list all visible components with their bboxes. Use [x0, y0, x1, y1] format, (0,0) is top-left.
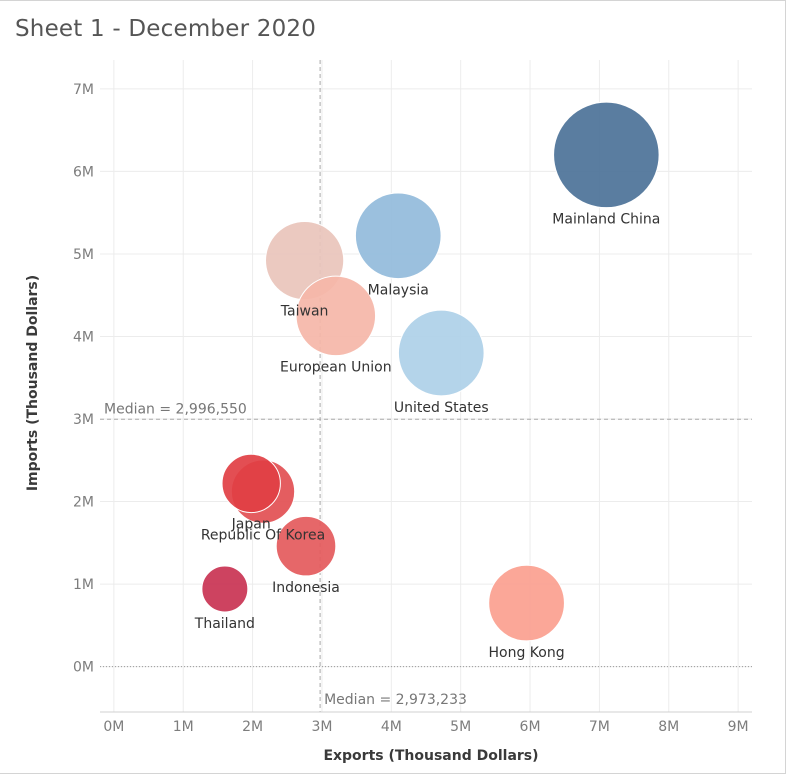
x-tick-label: 0M: [103, 719, 124, 735]
bubbles: [201, 101, 660, 642]
bubble-label-hong-kong: Hong Kong: [489, 645, 565, 661]
x-tick-label: 4M: [381, 719, 402, 735]
x-axis-title: Exports (Thousand Dollars): [323, 748, 538, 764]
bubble-european-union[interactable]: [295, 275, 377, 357]
x-tick-label: 9M: [728, 719, 749, 735]
bubble-label-european-union: European Union: [280, 360, 392, 376]
x-tick-label: 7M: [589, 719, 610, 735]
bubble-label-united-states: United States: [394, 400, 489, 416]
bubble-mainland-china[interactable]: [553, 101, 660, 209]
bubble-malaysia[interactable]: [354, 192, 442, 280]
y-tick-label: 7M: [73, 82, 94, 98]
bubble-united-states[interactable]: [397, 309, 485, 397]
x-tick-label: 2M: [242, 719, 263, 735]
y-tick-label: 4M: [73, 329, 94, 345]
x-tick-label: 8M: [658, 719, 679, 735]
bubble-japan[interactable]: [221, 453, 281, 514]
bubble-indonesia[interactable]: [275, 515, 337, 577]
x-axis-ticks: 0M 1M 2M 3M 4M 5M 6M 7M 8M 9M: [103, 719, 748, 735]
y-median-label: Median = 2,996,550: [104, 401, 247, 417]
x-tick-label: 6M: [520, 719, 541, 735]
y-tick-label: 3M: [73, 412, 94, 428]
bubble-labels: Taiwan European Union Malaysia United State…: [194, 212, 661, 661]
x-tick-label: 5M: [450, 719, 471, 735]
bubble-hong-kong[interactable]: [488, 564, 565, 642]
bubble-label-thailand: Thailand: [194, 616, 255, 632]
y-tick-label: 2M: [73, 495, 94, 511]
y-tick-label: 1M: [73, 577, 94, 593]
bubble-label-japan: Japan: [231, 517, 271, 533]
y-axis-ticks: 0M 1M 2M 3M 4M 5M 6M 7M: [73, 82, 94, 676]
x-median-label: Median = 2,973,233: [324, 692, 467, 708]
reference-lines: Median = 2,996,550 Median = 2,973,233: [100, 60, 752, 712]
bubble-label-mainland-china: Mainland China: [552, 212, 660, 228]
y-tick-label: 0M: [73, 660, 94, 676]
x-tick-label: 3M: [311, 719, 332, 735]
bubble-label-republic-of-korea: Republic Of Korea: [201, 527, 325, 543]
y-axis-title: Imports (Thousand Dollars): [25, 275, 41, 491]
bubble-label-indonesia: Indonesia: [272, 580, 340, 596]
bubble-thailand[interactable]: [201, 565, 249, 613]
bubble-label-malaysia: Malaysia: [368, 283, 429, 299]
chart-title: Sheet 1 - December 2020: [15, 16, 317, 42]
bubble-label-taiwan: Taiwan: [280, 304, 329, 320]
x-tick-label: 1M: [173, 719, 194, 735]
y-tick-label: 6M: [73, 164, 94, 180]
y-tick-label: 5M: [73, 247, 94, 263]
